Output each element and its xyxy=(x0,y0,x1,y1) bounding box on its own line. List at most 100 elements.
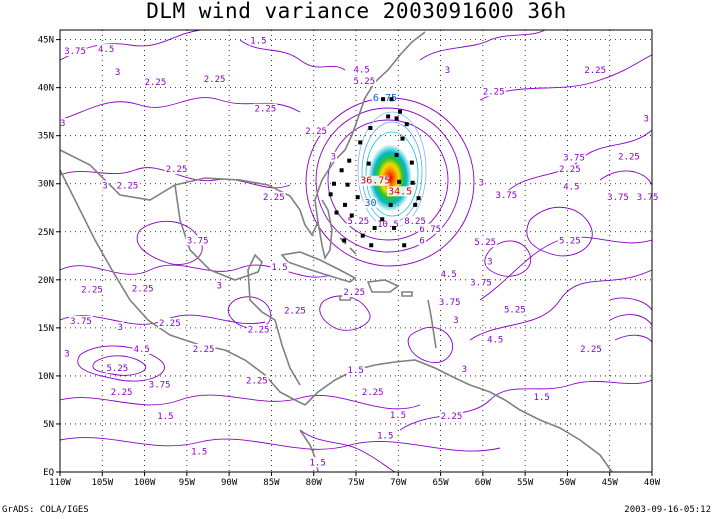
y-tick-label: 40N xyxy=(38,84,54,94)
ensemble-point xyxy=(402,243,407,248)
contour-label: 2.25 xyxy=(343,288,365,298)
ensemble-point xyxy=(380,217,385,222)
ensemble-point xyxy=(343,202,348,207)
contour-label: 2.25 xyxy=(580,345,602,355)
contour-label-bg xyxy=(308,457,327,468)
contour-label-bg xyxy=(63,46,87,57)
contour-label: 1.5 xyxy=(348,366,364,376)
contour-label-bg xyxy=(469,277,493,288)
contour-label: 2.25 xyxy=(248,326,270,336)
contour-label: 6.75 xyxy=(419,225,441,235)
contour-label: 3.75 xyxy=(563,154,585,164)
contour-label: 3 xyxy=(216,281,221,291)
contour-label: 4.5 xyxy=(563,183,579,193)
contour-label-bg xyxy=(59,118,67,129)
contour-label: 2.25 xyxy=(559,165,581,175)
contour-label: 2.25 xyxy=(284,306,306,316)
footer-timestamp: 2003-09-16-05:12 xyxy=(624,505,711,515)
contour-label-bg xyxy=(191,343,216,354)
contour-label-bg xyxy=(246,324,271,335)
ensemble-point xyxy=(342,238,347,243)
ensemble-point xyxy=(416,196,421,201)
contour-label: 1.5 xyxy=(271,263,287,273)
contour-label: 3 xyxy=(115,68,120,78)
contour-labels: 3.75 4.5 3 2.25 2.25 1.5 3 2.25 2.25 2.25 3 2.25 2.2… xyxy=(59,35,660,468)
contour-label-bg xyxy=(532,391,551,402)
contour-label-bg xyxy=(443,65,452,76)
contour-label: 2.25 xyxy=(81,285,103,295)
contour-label: 3.75 xyxy=(149,380,171,390)
contour-label-bg xyxy=(249,35,268,46)
ensemble-point xyxy=(404,122,409,127)
contour-label: 2.25 xyxy=(159,319,181,329)
longitude-ticks: 110W 105W 100W 95W 90W 85W 80W 75W 70W 65W 60W 55W 5… xyxy=(49,472,661,488)
lat-lon-grid xyxy=(60,30,652,472)
contour-label: 1.5 xyxy=(157,412,173,422)
contour-label-bg xyxy=(583,65,607,76)
map-title: DLM wind variance 2003091600 36h xyxy=(146,0,567,23)
contour-label: 4.5 xyxy=(441,270,457,280)
contour-label-bg xyxy=(109,387,134,398)
contour-label: 4.5 xyxy=(134,345,150,355)
ensemble-point xyxy=(410,180,415,185)
contour-label: 3.75 xyxy=(70,317,92,327)
contour-label-bg xyxy=(342,287,366,298)
contour-label-bg xyxy=(156,411,175,422)
ensemble-point xyxy=(368,126,373,131)
contour-label: 5.25 xyxy=(353,77,375,87)
contour-label-bg xyxy=(486,256,494,267)
contour-label: 8.25 xyxy=(404,217,426,227)
contour-label-bg xyxy=(352,75,377,86)
ensemble-point xyxy=(389,97,394,102)
contour-label-bg xyxy=(562,152,586,163)
contour-label-bg xyxy=(245,375,269,386)
contour-label: 2.25 xyxy=(132,284,154,294)
contour-label-bg xyxy=(143,76,168,87)
contour-label: 2.25 xyxy=(362,388,384,398)
storm-label: 34.5 xyxy=(388,186,412,197)
contour-label: 2.25 xyxy=(305,127,327,137)
x-tick-label: 75W xyxy=(348,478,365,488)
contour-label-bg xyxy=(270,262,289,273)
x-tick-label: 40W xyxy=(644,478,661,488)
contour-label-bg xyxy=(116,321,124,332)
contour-label-bg xyxy=(460,364,469,375)
contour-label: 3.75 xyxy=(187,236,209,246)
ensemble-point xyxy=(397,179,402,184)
contour-label: 3 xyxy=(64,350,69,360)
ensemble-point xyxy=(358,140,363,145)
contour-label: 2.25 xyxy=(441,412,463,422)
contour-label: 3 xyxy=(60,119,65,129)
contour-label-bg xyxy=(562,181,581,192)
contour-label-bg xyxy=(352,64,371,75)
contour-label: 3 xyxy=(644,114,649,124)
ensemble-point xyxy=(394,152,399,157)
ensemble-point xyxy=(328,192,333,197)
contour-label-bg xyxy=(97,44,116,55)
contour-label: 2.25 xyxy=(246,377,268,387)
x-tick-label: 95W xyxy=(179,478,196,488)
contour-label: 2.25 xyxy=(483,87,505,97)
storm-label-bg xyxy=(359,175,390,186)
contour-label-bg xyxy=(283,305,307,316)
y-tick-label: 20N xyxy=(38,276,54,286)
contour-label-bg xyxy=(452,315,460,326)
contour-label: 2.25 xyxy=(145,78,167,88)
ensemble-point xyxy=(388,202,393,207)
latitude-ticks: EQ 5N 10N 15N 20N 25N 30N 35N 40N 45N xyxy=(38,36,60,478)
y-tick-label: 30N xyxy=(38,180,54,190)
ensemble-point xyxy=(381,97,386,102)
ensemble-point xyxy=(347,158,352,163)
contour-label-bg xyxy=(130,283,155,294)
contour-label: 2.25 xyxy=(111,388,133,398)
contour-label: 3.75 xyxy=(470,279,492,289)
contour-label-bg xyxy=(477,177,486,188)
contour-label-bg xyxy=(481,86,506,97)
ensemble-point xyxy=(400,136,405,141)
ensemble-point xyxy=(345,182,350,187)
x-tick-label: 55W xyxy=(517,478,534,488)
contour-label-bg xyxy=(80,284,104,295)
contour-label-bg xyxy=(418,235,426,246)
contour-label: 3.75 xyxy=(64,47,86,57)
